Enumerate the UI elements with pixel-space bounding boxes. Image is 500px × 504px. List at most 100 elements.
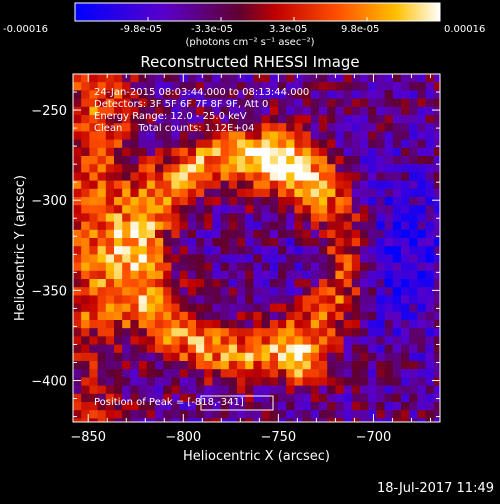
heatmap-cell [89,410,99,419]
heatmap-cell [81,410,90,419]
heatmap-cell [237,410,246,419]
heatmap-cell [138,270,148,280]
heatmap-cell [286,221,295,231]
heatmap-cell [89,295,99,305]
heatmap-cell [351,328,361,337]
heatmap-cell [351,311,361,321]
heatmap-cell [327,303,336,313]
heatmap-cell [351,246,361,255]
heatmap-cell [220,344,230,354]
heatmap-cell [171,328,181,337]
heatmap-cell [196,270,205,280]
heatmap-cell [351,402,361,411]
heatmap-cell [179,156,189,165]
heatmap-cell [425,279,435,288]
heatmap-cell [384,164,394,173]
heatmap-cell [376,328,386,337]
heatmap-cell [114,287,123,296]
heatmap-cell [171,336,181,346]
heatmap-cell [417,361,427,370]
heatmap-cell [269,270,279,280]
heatmap-cell [384,98,394,108]
heatmap-cell [179,106,189,116]
heatmap-cell [327,311,336,321]
heatmap-cell [105,123,115,132]
heatmap-cell [294,238,304,247]
heatmap-cell [228,156,238,165]
heatmap-cell [163,98,172,108]
heatmap-cell [138,320,148,329]
heatmap-cell [130,115,140,124]
heatmap-cell [114,377,123,387]
heatmap-cell [146,139,156,149]
heatmap-cell [319,180,328,190]
heatmap-cell [204,262,213,272]
heatmap-cell [114,303,123,313]
heatmap-cell [310,311,320,321]
heatmap-cell [114,279,123,288]
heatmap-cell [187,213,197,223]
heatmap-cell [97,229,107,239]
heatmap-cell [319,418,328,422]
heatmap-cell [253,213,263,223]
colorbar [74,2,441,22]
heatmap-cell [417,106,427,116]
heatmap-cell [138,410,148,419]
heatmap-cell [196,320,205,329]
heatmap-cell [171,303,181,313]
heatmap-cell [310,344,320,354]
heatmap-cell [425,320,435,329]
heatmap-cell [138,90,148,100]
heatmap-cell [187,74,197,83]
heatmap-cell [327,369,336,378]
heatmap-cell [187,377,197,387]
heatmap-cell [245,229,254,239]
heatmap-cell [155,287,164,296]
heatmap-cell [409,164,418,173]
heatmap-cell [171,270,181,280]
heatmap-cell [163,172,172,182]
heatmap-cell [384,410,394,419]
heatmap-cell [433,352,440,362]
heatmap-cell [310,320,320,329]
heatmap-cell [286,156,295,165]
heatmap-cell [114,393,123,403]
heatmap-cell [81,336,90,346]
heatmap-cell [220,361,230,370]
heatmap-cell [114,90,123,100]
heatmap-cell [220,320,230,329]
heatmap-cell [343,328,353,337]
heatmap-cell [294,106,304,116]
heatmap-cell [171,106,181,116]
heatmap-cell [310,377,320,387]
heatmap-cell [417,115,427,124]
heatmap-cell [122,352,131,362]
heatmap-cell [89,98,99,108]
heatmap-cell [310,131,320,141]
heatmap-cell [278,90,287,100]
heatmap-cell [179,270,189,280]
heatmap-cell [237,131,246,141]
heatmap-cell [327,221,336,231]
heatmap-cell [122,303,131,313]
heatmap-cell [376,295,386,305]
heatmap-cell [73,254,82,264]
heatmap-cell [146,410,156,419]
heatmap-cell [343,74,353,83]
heatmap-cell [286,90,295,100]
heatmap-cell [335,197,345,206]
heatmap-cell [343,246,353,255]
heatmap-cell [368,98,377,108]
heatmap-cell [392,180,402,190]
heatmap-cell [401,98,410,108]
heatmap-cell [130,385,140,395]
heatmap-cell [286,82,295,91]
heatmap-cell [310,172,320,182]
heatmap-cell [220,402,230,411]
heatmap-cell [179,74,189,83]
heatmap-cell [138,369,148,378]
heatmap-cell [73,147,82,157]
heatmap-cell [245,385,254,395]
heatmap-cell [105,131,115,141]
heatmap-cell [89,123,99,132]
